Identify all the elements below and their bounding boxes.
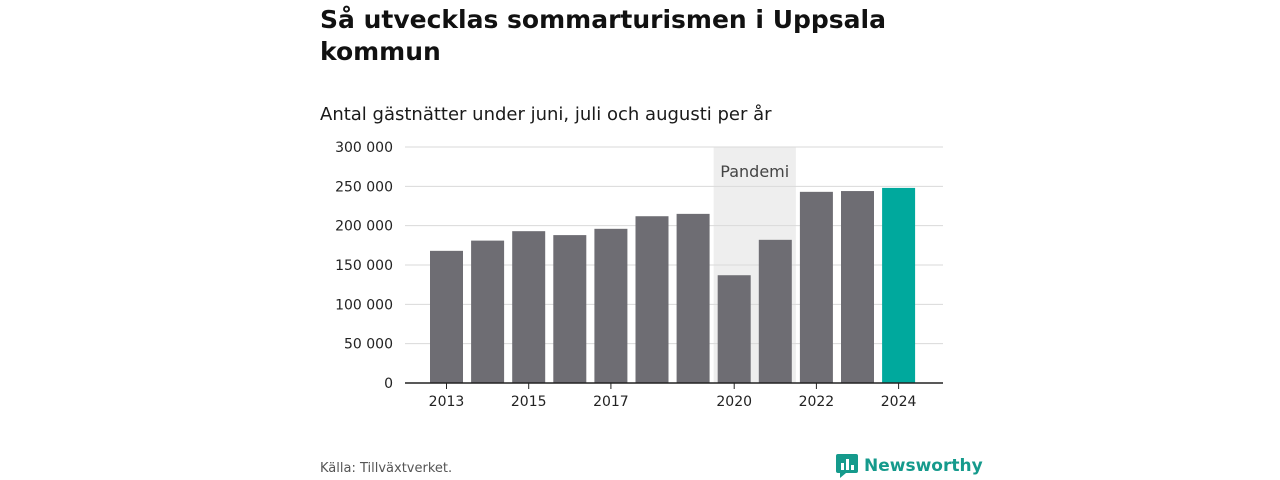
bar-2017: [594, 228, 628, 383]
bar-2016: [553, 235, 587, 383]
brand-logo: Newsworthy: [836, 454, 983, 478]
x-tick-label: 2020: [716, 394, 752, 410]
bar-2021: [758, 239, 792, 383]
y-tick-label: 250 000: [335, 179, 393, 195]
newsworthy-logo-icon: [836, 454, 858, 478]
y-tick-label: 300 000: [335, 140, 393, 156]
bar-2024: [882, 187, 916, 383]
y-tick-label: 0: [384, 376, 393, 392]
y-tick-label: 200 000: [335, 219, 393, 235]
x-tick-label: 2015: [511, 394, 547, 410]
bar-2013: [430, 250, 463, 383]
bar-2018: [635, 216, 669, 383]
x-tick-label: 2024: [881, 394, 917, 410]
bar-2020: [717, 275, 751, 383]
pandemic-label: Pandemi: [720, 162, 789, 181]
bar-2015: [512, 231, 546, 383]
source-note: Källa: Tillväxtverket.: [320, 461, 453, 476]
bar-2019: [676, 213, 710, 383]
bar-2022: [799, 191, 833, 383]
chart-title: Så utvecklas sommarturismen i Uppsala ko…: [320, 5, 886, 66]
chart-subtitle: Antal gästnätter under juni, juli och au…: [320, 104, 772, 125]
x-tick-label: 2013: [429, 394, 465, 410]
y-tick-label: 100 000: [335, 297, 393, 313]
y-tick-label: 150 000: [335, 258, 393, 274]
bar-2014: [471, 240, 505, 383]
brand-name: Newsworthy: [864, 456, 983, 476]
x-tick-label: 2017: [593, 394, 629, 410]
y-tick-label: 50 000: [344, 337, 393, 353]
bar-2023: [841, 191, 874, 383]
x-tick-label: 2022: [799, 394, 835, 410]
